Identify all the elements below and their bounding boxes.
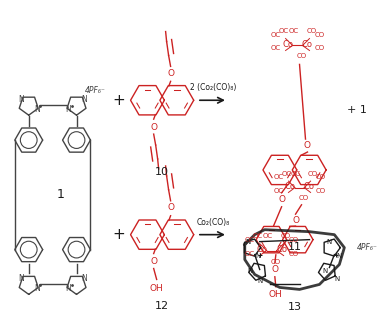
Text: CO: CO <box>308 170 318 176</box>
Text: Co: Co <box>276 245 287 254</box>
Text: N: N <box>327 239 332 245</box>
Text: Co: Co <box>284 182 296 191</box>
Text: 2 (Co₂(CO)₈): 2 (Co₂(CO)₈) <box>190 83 236 92</box>
Text: OC: OC <box>291 170 301 176</box>
Text: Co: Co <box>302 40 313 49</box>
Text: CO: CO <box>314 32 325 37</box>
Text: N: N <box>34 105 40 114</box>
Text: OC: OC <box>274 187 284 193</box>
Text: CO: CO <box>296 54 306 60</box>
Text: N: N <box>247 268 252 274</box>
Text: O: O <box>304 140 311 150</box>
Text: OC: OC <box>281 170 291 176</box>
Text: N: N <box>323 268 328 274</box>
Text: 1: 1 <box>57 188 64 201</box>
Text: O: O <box>271 265 278 274</box>
Text: OC: OC <box>245 250 255 257</box>
Text: CO: CO <box>271 259 281 265</box>
Text: OH: OH <box>269 290 283 299</box>
Text: O: O <box>150 123 157 132</box>
Text: OC: OC <box>288 27 299 34</box>
Text: N: N <box>337 253 342 259</box>
Text: Co: Co <box>256 245 267 254</box>
Text: 4PF₆⁻: 4PF₆⁻ <box>85 86 105 95</box>
Text: Co: Co <box>282 40 293 49</box>
Text: N: N <box>81 95 87 104</box>
Text: 10: 10 <box>155 167 169 177</box>
Text: N: N <box>18 95 24 104</box>
Text: N: N <box>81 274 87 283</box>
Text: N: N <box>255 253 260 259</box>
Text: O: O <box>278 195 285 204</box>
Text: N: N <box>335 277 340 283</box>
Text: CO: CO <box>315 174 325 180</box>
Text: +: + <box>112 93 125 108</box>
Text: CO: CO <box>281 233 291 239</box>
Text: O: O <box>167 203 174 212</box>
Text: Co: Co <box>303 182 315 191</box>
Text: N: N <box>66 284 71 293</box>
Text: CO: CO <box>298 195 308 201</box>
Text: O: O <box>292 216 299 225</box>
Text: CO: CO <box>288 237 299 243</box>
Text: OC: OC <box>262 233 273 239</box>
Text: N: N <box>66 105 71 114</box>
Text: 4PF₆⁻: 4PF₆⁻ <box>357 243 378 252</box>
Text: CO: CO <box>315 187 325 193</box>
Text: OH: OH <box>150 284 164 293</box>
Text: 11: 11 <box>288 242 301 252</box>
Text: N: N <box>34 284 40 293</box>
Text: CO: CO <box>314 45 325 51</box>
Text: OC: OC <box>245 237 255 243</box>
Text: +: + <box>112 227 125 242</box>
Text: OC: OC <box>279 27 289 34</box>
Text: OC: OC <box>271 32 281 37</box>
Text: CO: CO <box>288 250 299 257</box>
Text: 13: 13 <box>288 302 301 312</box>
Text: OC: OC <box>253 233 263 239</box>
Text: N: N <box>257 278 262 284</box>
Text: N: N <box>18 274 24 283</box>
Text: N: N <box>245 239 251 245</box>
Text: Co₂(CO)₈: Co₂(CO)₈ <box>196 218 230 227</box>
Text: OC: OC <box>274 174 284 180</box>
Text: O: O <box>167 69 174 78</box>
Text: 12: 12 <box>155 301 169 311</box>
Text: + 1: + 1 <box>347 105 367 115</box>
Text: CO: CO <box>306 27 317 34</box>
Text: O: O <box>150 257 157 266</box>
Text: OC: OC <box>271 45 281 51</box>
